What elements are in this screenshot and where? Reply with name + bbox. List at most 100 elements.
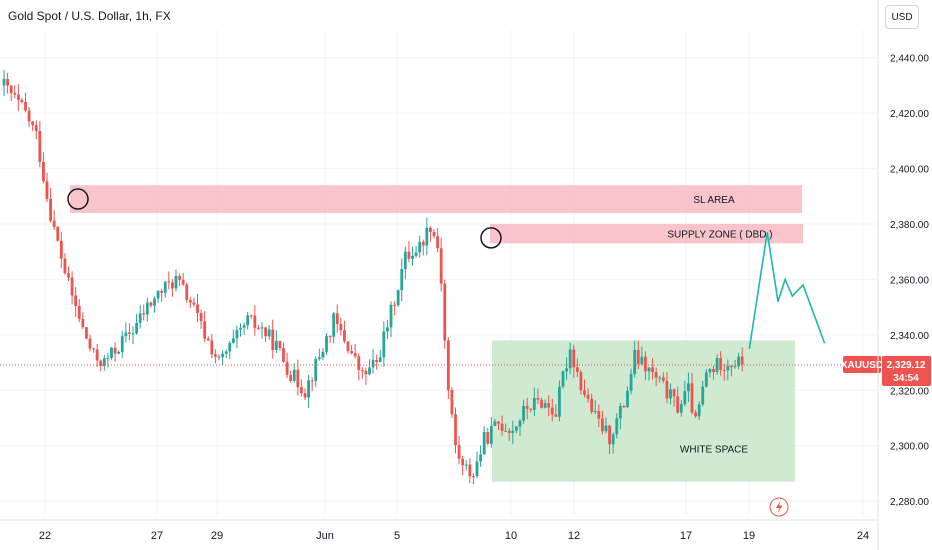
x-tick-label: Jun: [316, 530, 334, 542]
candle-body: [196, 304, 199, 314]
candle-body: [644, 356, 647, 372]
symbol-tag-label: XAUUSD: [841, 360, 883, 371]
price-tag-box: [882, 356, 931, 387]
candle-body: [249, 315, 253, 317]
candle-body: [314, 359, 318, 382]
candle-body: [733, 366, 737, 368]
candle-body: [500, 423, 504, 431]
candle-body: [335, 313, 339, 325]
candle-body: [672, 389, 676, 397]
candle-body: [658, 377, 662, 379]
candle-body: [647, 367, 651, 372]
x-tick-label: 17: [680, 530, 692, 542]
x-tick-label: 24: [857, 530, 869, 542]
candle-body: [285, 361, 289, 375]
candle-body: [239, 327, 242, 330]
candle-body: [532, 398, 536, 410]
candle-body: [364, 371, 368, 375]
candle-body: [468, 464, 472, 477]
candle-body: [117, 352, 121, 354]
candle-body: [504, 430, 508, 432]
candle-body: [429, 227, 432, 232]
candle-body: [722, 369, 726, 371]
sl-area-zone: [70, 185, 802, 213]
price-tag-countdown: 34:54: [893, 373, 919, 384]
candle-body: [102, 358, 106, 366]
candle-body: [16, 94, 20, 100]
candle-body: [106, 357, 110, 359]
candle-body: [604, 425, 608, 432]
candle-body: [400, 269, 404, 291]
candle-body: [740, 356, 744, 365]
candle-body: [457, 445, 461, 459]
candle-body: [160, 290, 164, 293]
candle-body: [153, 298, 156, 306]
price-tag: XAUUSD 2,329.12 34:54: [841, 356, 931, 387]
candle-body: [95, 349, 99, 361]
candle-body: [282, 348, 285, 362]
candle-body: [296, 369, 300, 388]
candle-body: [543, 403, 547, 408]
candle-body: [583, 390, 586, 395]
candle-body: [199, 313, 203, 322]
candle-body: [525, 405, 529, 409]
candle-body: [708, 368, 712, 373]
candle-body: [472, 476, 475, 478]
candle-body: [475, 461, 479, 477]
candle-body: [27, 110, 31, 122]
candle-body: [403, 251, 407, 270]
price-tag-value: 2,329.12: [887, 360, 926, 371]
candle-body: [192, 302, 196, 305]
candle-body: [274, 340, 278, 350]
candle-body: [357, 356, 361, 371]
candle-body: [515, 426, 518, 431]
candle-body: [310, 380, 314, 382]
candle-body: [651, 367, 654, 373]
candle-body: [547, 403, 551, 408]
candle-body: [217, 356, 221, 358]
candle-body: [88, 338, 92, 349]
y-tick-label: 2,300.00: [890, 442, 929, 453]
candle-body: [640, 356, 644, 364]
candle-body: [31, 121, 35, 126]
candle-body: [554, 414, 558, 417]
candle-body: [378, 357, 382, 363]
candle-body: [2, 79, 6, 86]
white-space-zone: [492, 340, 795, 482]
candle-body: [45, 181, 49, 199]
candle-body: [9, 85, 13, 94]
candle-body: [536, 398, 540, 400]
y-tick-label: 2,440.00: [890, 54, 929, 65]
candle-body: [618, 406, 622, 419]
candle-body: [77, 305, 81, 319]
candle-body: [389, 304, 393, 328]
candle-body: [317, 357, 321, 360]
candle-body: [507, 430, 511, 434]
chart-title: Gold Spot / U.S. Dollar, 1h, FX: [8, 9, 171, 23]
candle-body: [414, 252, 418, 256]
candle-body: [601, 418, 604, 432]
candle-body: [188, 299, 192, 303]
candle-body: [730, 366, 733, 368]
candle-body: [67, 273, 70, 278]
candle-body: [203, 321, 207, 339]
candle-body: [558, 386, 561, 417]
candle-body: [235, 329, 239, 339]
candle-body: [489, 425, 493, 444]
x-tick-label: 5: [394, 530, 400, 542]
candle-body: [382, 331, 386, 358]
candle-body: [626, 390, 629, 408]
y-tick-label: 2,340.00: [890, 331, 929, 342]
candle-body: [497, 421, 500, 424]
candle-body: [332, 313, 336, 337]
currency-button[interactable]: USD: [885, 5, 919, 29]
candle-body: [575, 367, 579, 373]
candle-body: [368, 367, 371, 375]
candle-body: [260, 327, 264, 329]
candle-body: [622, 406, 626, 408]
candle-body: [49, 198, 52, 221]
candle-body: [694, 412, 697, 417]
candle-body: [690, 383, 694, 413]
candle-body: [486, 432, 490, 444]
